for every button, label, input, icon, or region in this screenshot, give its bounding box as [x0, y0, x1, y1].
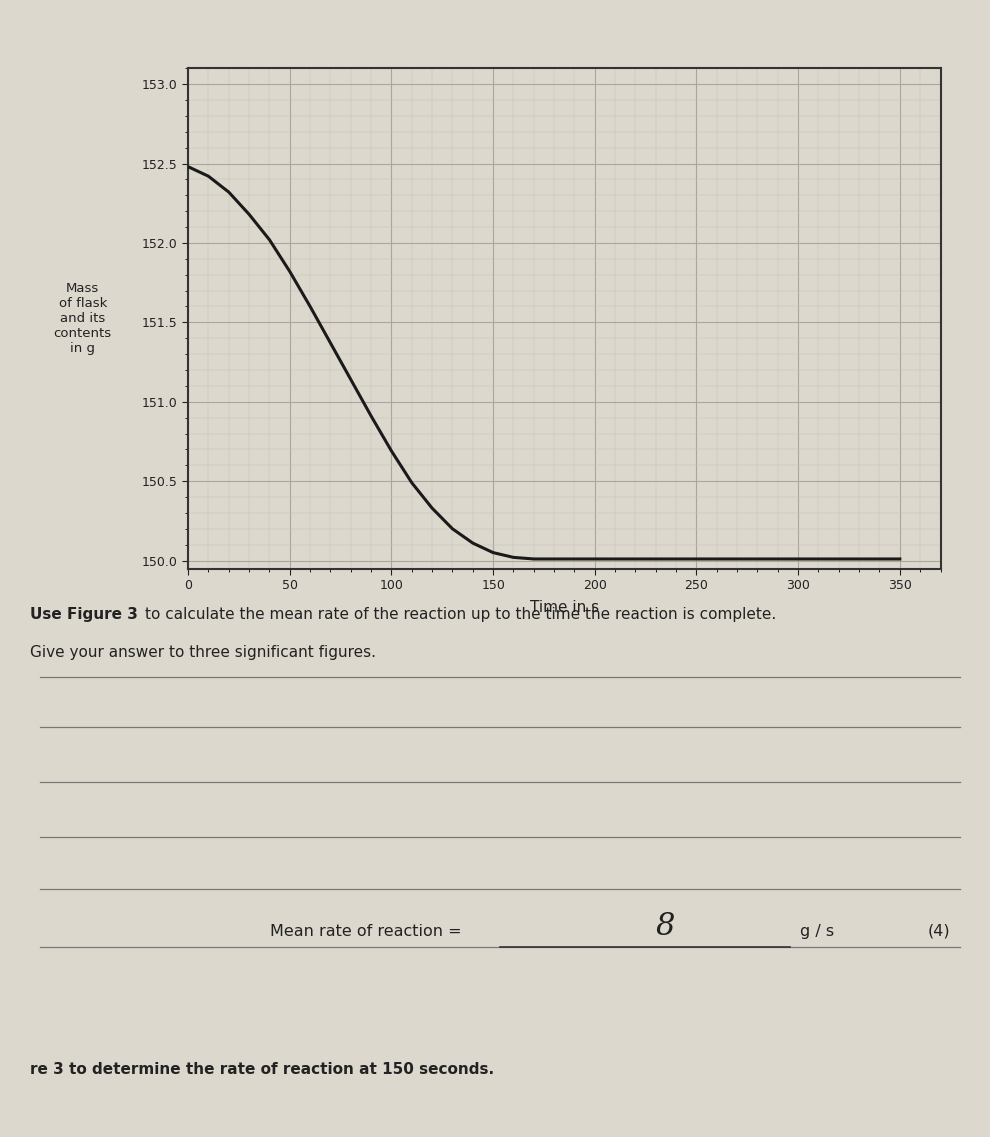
Polygon shape — [0, 23, 990, 1137]
Text: g / s: g / s — [800, 924, 835, 939]
Text: Use Figure 3: Use Figure 3 — [30, 607, 144, 622]
Text: Mean rate of reaction =: Mean rate of reaction = — [270, 924, 461, 939]
Text: to calculate the mean rate of the reaction up to the time the reaction is comple: to calculate the mean rate of the reacti… — [145, 607, 776, 622]
Text: 8: 8 — [655, 911, 675, 941]
Text: (4): (4) — [928, 924, 950, 939]
X-axis label: Time in s: Time in s — [530, 600, 599, 615]
Text: re 3 to determine the rate of reaction at 150 seconds.: re 3 to determine the rate of reaction a… — [30, 1062, 494, 1077]
Y-axis label: Mass
of flask
and its
contents
in g: Mass of flask and its contents in g — [53, 282, 112, 355]
Text: Give your answer to three significant figures.: Give your answer to three significant fi… — [30, 645, 376, 659]
